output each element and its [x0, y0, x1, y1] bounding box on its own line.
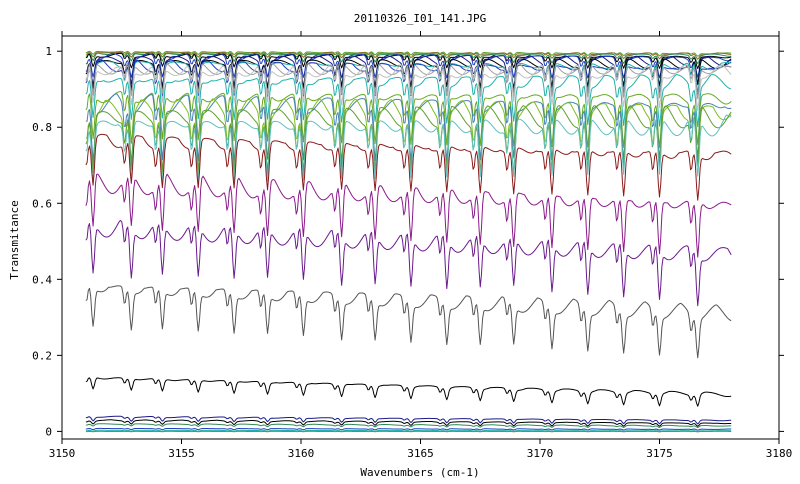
x-tick-label: 3175	[646, 447, 673, 460]
y-tick-label: 0.4	[32, 273, 52, 286]
x-tick-label: 3155	[168, 447, 195, 460]
y-tick-label: 0.6	[32, 197, 52, 210]
y-tick-label: 1	[45, 45, 52, 58]
series-line	[86, 286, 731, 358]
x-tick-label: 3170	[527, 447, 554, 460]
y-tick-label: 0	[45, 425, 52, 438]
x-tick-label: 3180	[766, 447, 793, 460]
series-line	[86, 221, 731, 306]
y-tick-label: 0.8	[32, 121, 52, 134]
x-tick-label: 3150	[49, 447, 76, 460]
series-line	[86, 428, 731, 430]
y-tick-label: 0.2	[32, 349, 52, 362]
chart-title: 20110326_I01_141.JPG	[354, 12, 486, 25]
series-line	[86, 424, 731, 428]
x-tick-label: 3165	[407, 447, 434, 460]
x-tick-label: 3160	[288, 447, 315, 460]
x-axis-label: Wavenumbers (cm-1)	[360, 466, 479, 479]
y-axis-label: Transmitance	[8, 200, 21, 279]
series-group	[86, 51, 731, 432]
series-line	[86, 378, 731, 406]
plot-frame	[62, 36, 779, 439]
